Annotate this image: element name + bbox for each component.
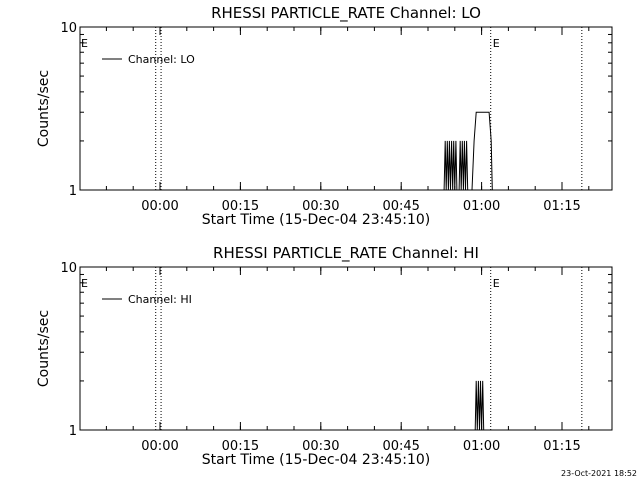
series-line (474, 380, 485, 431)
plot-frame (79, 26, 613, 191)
x-tick-label: 00:00 (141, 439, 178, 454)
x-axis-label: Start Time (15-Dec-04 23:45:10) (202, 452, 430, 468)
generation-timestamp: 23-Oct-2021 18:52 (561, 469, 637, 478)
x-tick-label: 00:15 (222, 199, 259, 214)
y-axis-label: Counts/sec (36, 310, 52, 387)
chart-title: RHESSI PARTICLE_RATE Channel: HI (213, 244, 479, 263)
x-tick-label: 01:15 (543, 439, 580, 454)
event-marker-label: E (81, 277, 88, 290)
legend-label: Channel: LO (128, 53, 195, 66)
y-axis-label: Counts/sec (36, 70, 52, 147)
plot-frame (79, 266, 613, 431)
x-tick-label: 01:15 (543, 199, 580, 214)
y-tick-label: 10 (60, 21, 77, 36)
chart-title: RHESSI PARTICLE_RATE Channel: LO (211, 4, 481, 23)
x-tick-label: 01:00 (463, 439, 500, 454)
y-tick-label: 1 (69, 424, 77, 439)
event-marker-label: E (493, 277, 500, 290)
y-tick-label: 10 (60, 261, 77, 276)
x-tick-label: 00:00 (141, 199, 178, 214)
series-line (443, 111, 493, 191)
x-tick-label: 00:15 (222, 439, 259, 454)
hi-channel-panel: RHESSI PARTICLE_RATE Channel: HI 1 10 00:00… (36, 244, 613, 468)
y-tick-label: 1 (69, 184, 77, 199)
event-marker-label: E (493, 37, 500, 50)
x-tick-label: 01:00 (463, 199, 500, 214)
x-tick-label: 00:30 (302, 439, 339, 454)
x-axis-label: Start Time (15-Dec-04 23:45:10) (202, 212, 430, 228)
legend-label: Channel: HI (128, 293, 192, 306)
x-tick-label: 00:30 (302, 199, 339, 214)
x-tick-label: 00:45 (382, 439, 419, 454)
event-marker-label: E (81, 37, 88, 50)
x-tick-label: 00:45 (382, 199, 419, 214)
lo-channel-panel: RHESSI PARTICLE_RATE Channel: LO 1 10 00:00… (36, 4, 613, 228)
